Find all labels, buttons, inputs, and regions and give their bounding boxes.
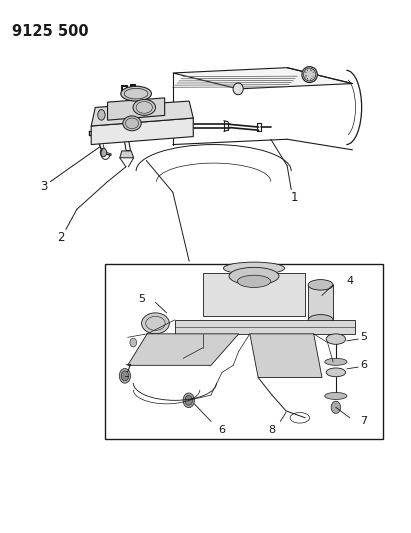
Text: 8: 8 [268, 425, 276, 435]
Ellipse shape [308, 314, 333, 325]
Polygon shape [203, 272, 305, 317]
Polygon shape [91, 101, 193, 126]
Ellipse shape [133, 100, 155, 115]
Ellipse shape [224, 262, 284, 274]
Text: 9125 500: 9125 500 [12, 23, 88, 39]
Ellipse shape [229, 268, 279, 285]
Ellipse shape [326, 368, 346, 377]
Ellipse shape [325, 358, 347, 365]
Ellipse shape [233, 83, 243, 95]
Ellipse shape [141, 313, 169, 334]
Polygon shape [91, 118, 193, 144]
Text: 5: 5 [360, 333, 367, 342]
Text: 5: 5 [138, 294, 145, 304]
Ellipse shape [308, 280, 333, 290]
Ellipse shape [98, 110, 105, 120]
Polygon shape [128, 334, 239, 365]
Polygon shape [108, 98, 165, 120]
Ellipse shape [123, 116, 141, 131]
Text: 3: 3 [41, 181, 48, 193]
Text: 2: 2 [57, 231, 65, 244]
Text: 7: 7 [124, 364, 131, 374]
Polygon shape [308, 285, 333, 320]
Text: 6: 6 [219, 425, 226, 435]
Ellipse shape [326, 334, 346, 344]
Ellipse shape [302, 67, 317, 83]
Circle shape [130, 338, 136, 347]
Circle shape [331, 401, 341, 414]
Ellipse shape [325, 392, 347, 399]
Text: 4: 4 [346, 276, 353, 286]
Circle shape [119, 368, 131, 383]
Ellipse shape [121, 86, 151, 101]
Polygon shape [173, 68, 353, 89]
Ellipse shape [237, 275, 271, 287]
Bar [106, 264, 383, 439]
Text: 7: 7 [360, 416, 367, 426]
Text: 1: 1 [291, 191, 298, 204]
Circle shape [121, 371, 129, 381]
Polygon shape [250, 334, 322, 377]
Circle shape [185, 395, 192, 405]
Circle shape [100, 148, 107, 157]
Polygon shape [175, 320, 356, 334]
Polygon shape [120, 151, 134, 158]
Circle shape [183, 393, 194, 408]
Text: 6: 6 [360, 360, 367, 370]
